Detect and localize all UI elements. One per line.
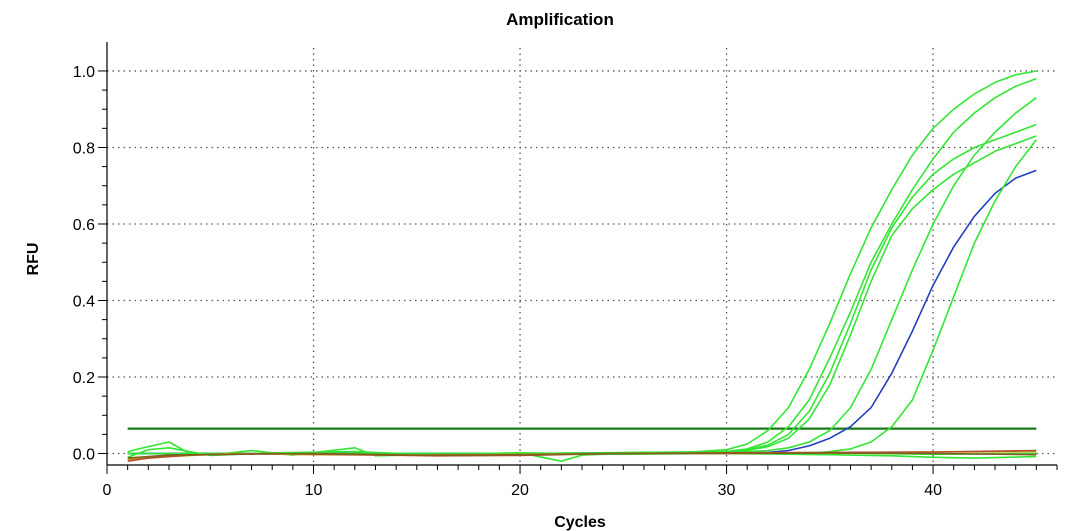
- y-tick-label-2: 0.4: [73, 293, 95, 310]
- y-tick-label-5: 1.0: [73, 64, 95, 81]
- x-tick-label-0: 0: [103, 482, 112, 499]
- x-tick-label-40: 40: [924, 482, 942, 499]
- y-axis-label: RFU: [25, 243, 42, 276]
- x-tick-label-30: 30: [718, 482, 736, 499]
- y-tick-label-4: 0.8: [73, 140, 95, 157]
- chart-title: Amplification: [506, 10, 614, 29]
- y-tick-label-3: 0.6: [73, 217, 95, 234]
- x-tick-label-20: 20: [511, 482, 529, 499]
- x-axis-label: Cycles: [554, 514, 606, 531]
- y-tick-label-1: 0.2: [73, 370, 95, 387]
- x-tick-label-10: 10: [305, 482, 323, 499]
- y-tick-label-0: 0.0: [73, 447, 95, 464]
